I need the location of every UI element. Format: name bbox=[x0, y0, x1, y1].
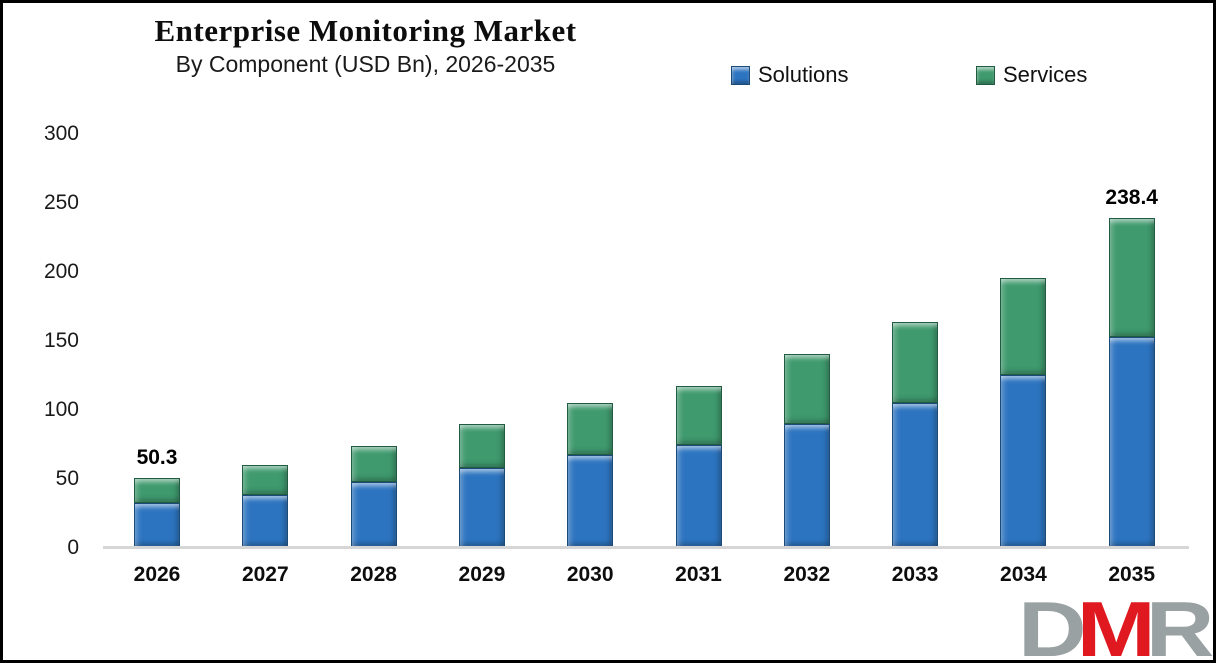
bar-segment-solutions-2029 bbox=[458, 468, 505, 547]
bar-segment-services-2033 bbox=[892, 322, 939, 403]
x-axis-label: 2027 bbox=[241, 563, 289, 586]
bar-segment-solutions-2027 bbox=[242, 495, 289, 547]
bar-segment-services-2026 bbox=[134, 477, 180, 503]
legend-item-services: Services bbox=[976, 62, 1087, 88]
data-label: 50.3 bbox=[136, 445, 178, 469]
data-label: 238.4 bbox=[1105, 186, 1158, 209]
bar-segment-solutions-2033 bbox=[892, 402, 939, 547]
legend-item-solutions: Solutions bbox=[731, 62, 849, 88]
bar-segment-services-2032 bbox=[783, 353, 830, 425]
bar-segment-solutions-2032 bbox=[783, 424, 830, 547]
x-axis-label: 2029 bbox=[458, 563, 506, 586]
solutions-legend-swatch-icon bbox=[731, 65, 750, 85]
bar-segment-services-2027 bbox=[242, 465, 289, 496]
chart-subtitle: By Component (USD Bn), 2026-2035 bbox=[175, 50, 556, 77]
y-tick-label: 250 bbox=[43, 191, 79, 214]
bar-segment-services-2029 bbox=[458, 424, 505, 469]
logo-letter-r: R bbox=[1145, 586, 1213, 663]
bar-segment-solutions-2035 bbox=[1108, 337, 1155, 547]
bar-segment-services-2031 bbox=[675, 385, 722, 445]
x-axis-label: 2031 bbox=[675, 563, 722, 586]
services-legend-swatch-icon bbox=[976, 65, 995, 85]
logo-letter-d: D bbox=[1018, 586, 1087, 663]
legend-label-services: Services bbox=[1003, 62, 1088, 87]
y-tick-label: 200 bbox=[43, 260, 79, 283]
x-axis-label: 2026 bbox=[133, 563, 181, 586]
bar-segment-solutions-2028 bbox=[350, 482, 397, 547]
bar-segment-solutions-2026 bbox=[134, 502, 180, 547]
x-axis-line bbox=[103, 546, 1189, 549]
bar-segment-services-2028 bbox=[350, 445, 397, 483]
title-block: Enterprise Monitoring Market By Componen… bbox=[88, 13, 643, 78]
y-tick-label: 0 bbox=[67, 536, 79, 559]
y-tick-label: 300 bbox=[43, 122, 79, 145]
x-axis-label: 2033 bbox=[891, 563, 939, 586]
bar-segment-services-2030 bbox=[567, 403, 614, 456]
y-tick-label: 50 bbox=[55, 467, 79, 490]
chart-title: Enterprise Monitoring Market bbox=[154, 13, 577, 48]
bar-segment-solutions-2031 bbox=[675, 444, 722, 547]
x-axis-label: 2035 bbox=[1108, 563, 1156, 586]
bar-segment-solutions-2030 bbox=[567, 455, 614, 547]
bar-segment-services-2035 bbox=[1108, 218, 1155, 338]
legend-label-solutions: Solutions bbox=[758, 62, 849, 87]
logo-letter-m: M bbox=[1076, 586, 1156, 663]
y-tick-label: 150 bbox=[43, 329, 79, 352]
x-axis-label: 2028 bbox=[350, 563, 397, 586]
x-axis-label: 2030 bbox=[566, 563, 614, 586]
bar-segment-solutions-2034 bbox=[1000, 375, 1047, 547]
y-tick-label: 100 bbox=[43, 398, 79, 421]
x-axis-label: 2034 bbox=[1000, 563, 1047, 586]
x-axis-label: 2032 bbox=[783, 563, 831, 586]
dmr-logo: DMR bbox=[1018, 586, 1213, 663]
bar-segment-services-2034 bbox=[1000, 277, 1047, 376]
